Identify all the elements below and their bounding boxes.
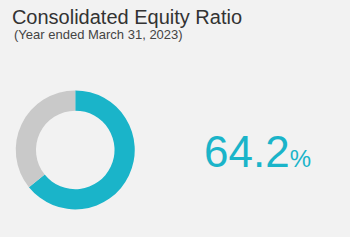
svg-text:(Year ended March 31, 2023): (Year ended March 31, 2023)	[14, 27, 183, 42]
svg-text:64.2%: 64.2%	[204, 127, 311, 176]
svg-text:Consolidated Equity Ratio: Consolidated Equity Ratio	[12, 6, 242, 28]
